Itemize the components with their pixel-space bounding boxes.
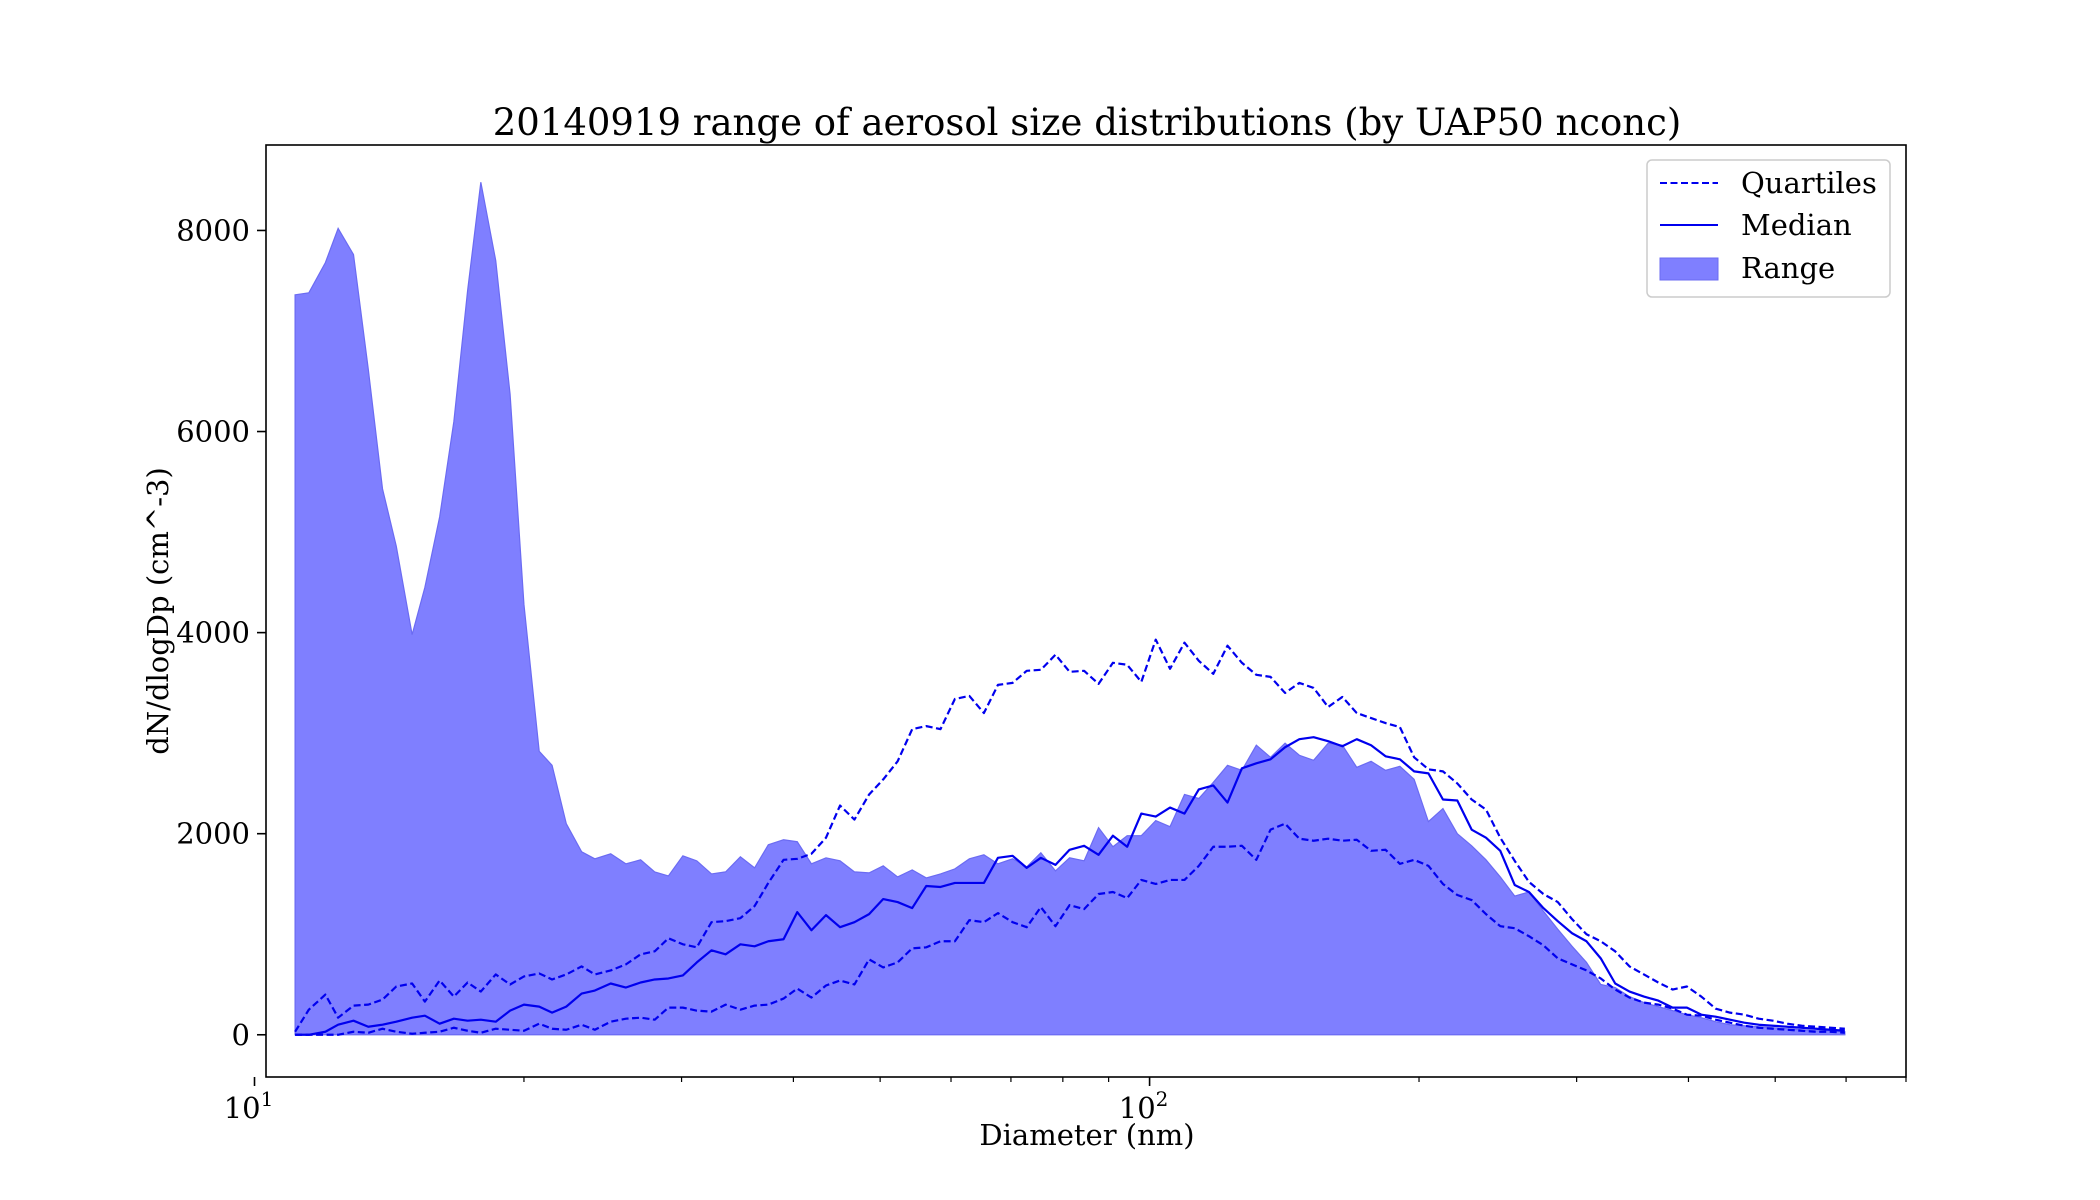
range-band — [294, 182, 1846, 1036]
plot-area — [294, 182, 1846, 1036]
median-line — [295, 736, 1845, 1036]
y-axis-label: dN/dlogDp (cm^-3) — [141, 467, 175, 755]
y-tick-label-6000: 6000 — [176, 415, 250, 449]
y-tick-label-8000: 8000 — [176, 213, 250, 247]
plot-frame — [265, 144, 1907, 1078]
legend-range-swatch — [1659, 257, 1719, 281]
upper-quartile-line — [294, 638, 1845, 1033]
legend: Quartiles Median Range — [1646, 159, 1891, 298]
x-axis-label: Diameter (nm) — [979, 1118, 1194, 1152]
chart-title: 20140919 range of aerosol size distribut… — [493, 101, 1682, 144]
lower-quartile-line — [295, 822, 1845, 1036]
y-tick-label-4000: 4000 — [176, 616, 250, 650]
legend-range-label: Range — [1741, 251, 1835, 285]
legend-median-label: Median — [1741, 208, 1852, 242]
y-tick-label-2000: 2000 — [176, 817, 250, 851]
legend-quartiles-label: Quartiles — [1741, 166, 1877, 200]
y-tick-label-0: 0 — [232, 1018, 250, 1052]
